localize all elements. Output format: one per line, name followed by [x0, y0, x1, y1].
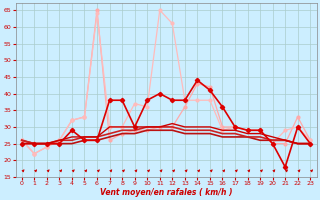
X-axis label: Vent moyen/en rafales ( km/h ): Vent moyen/en rafales ( km/h ) [100, 188, 232, 197]
